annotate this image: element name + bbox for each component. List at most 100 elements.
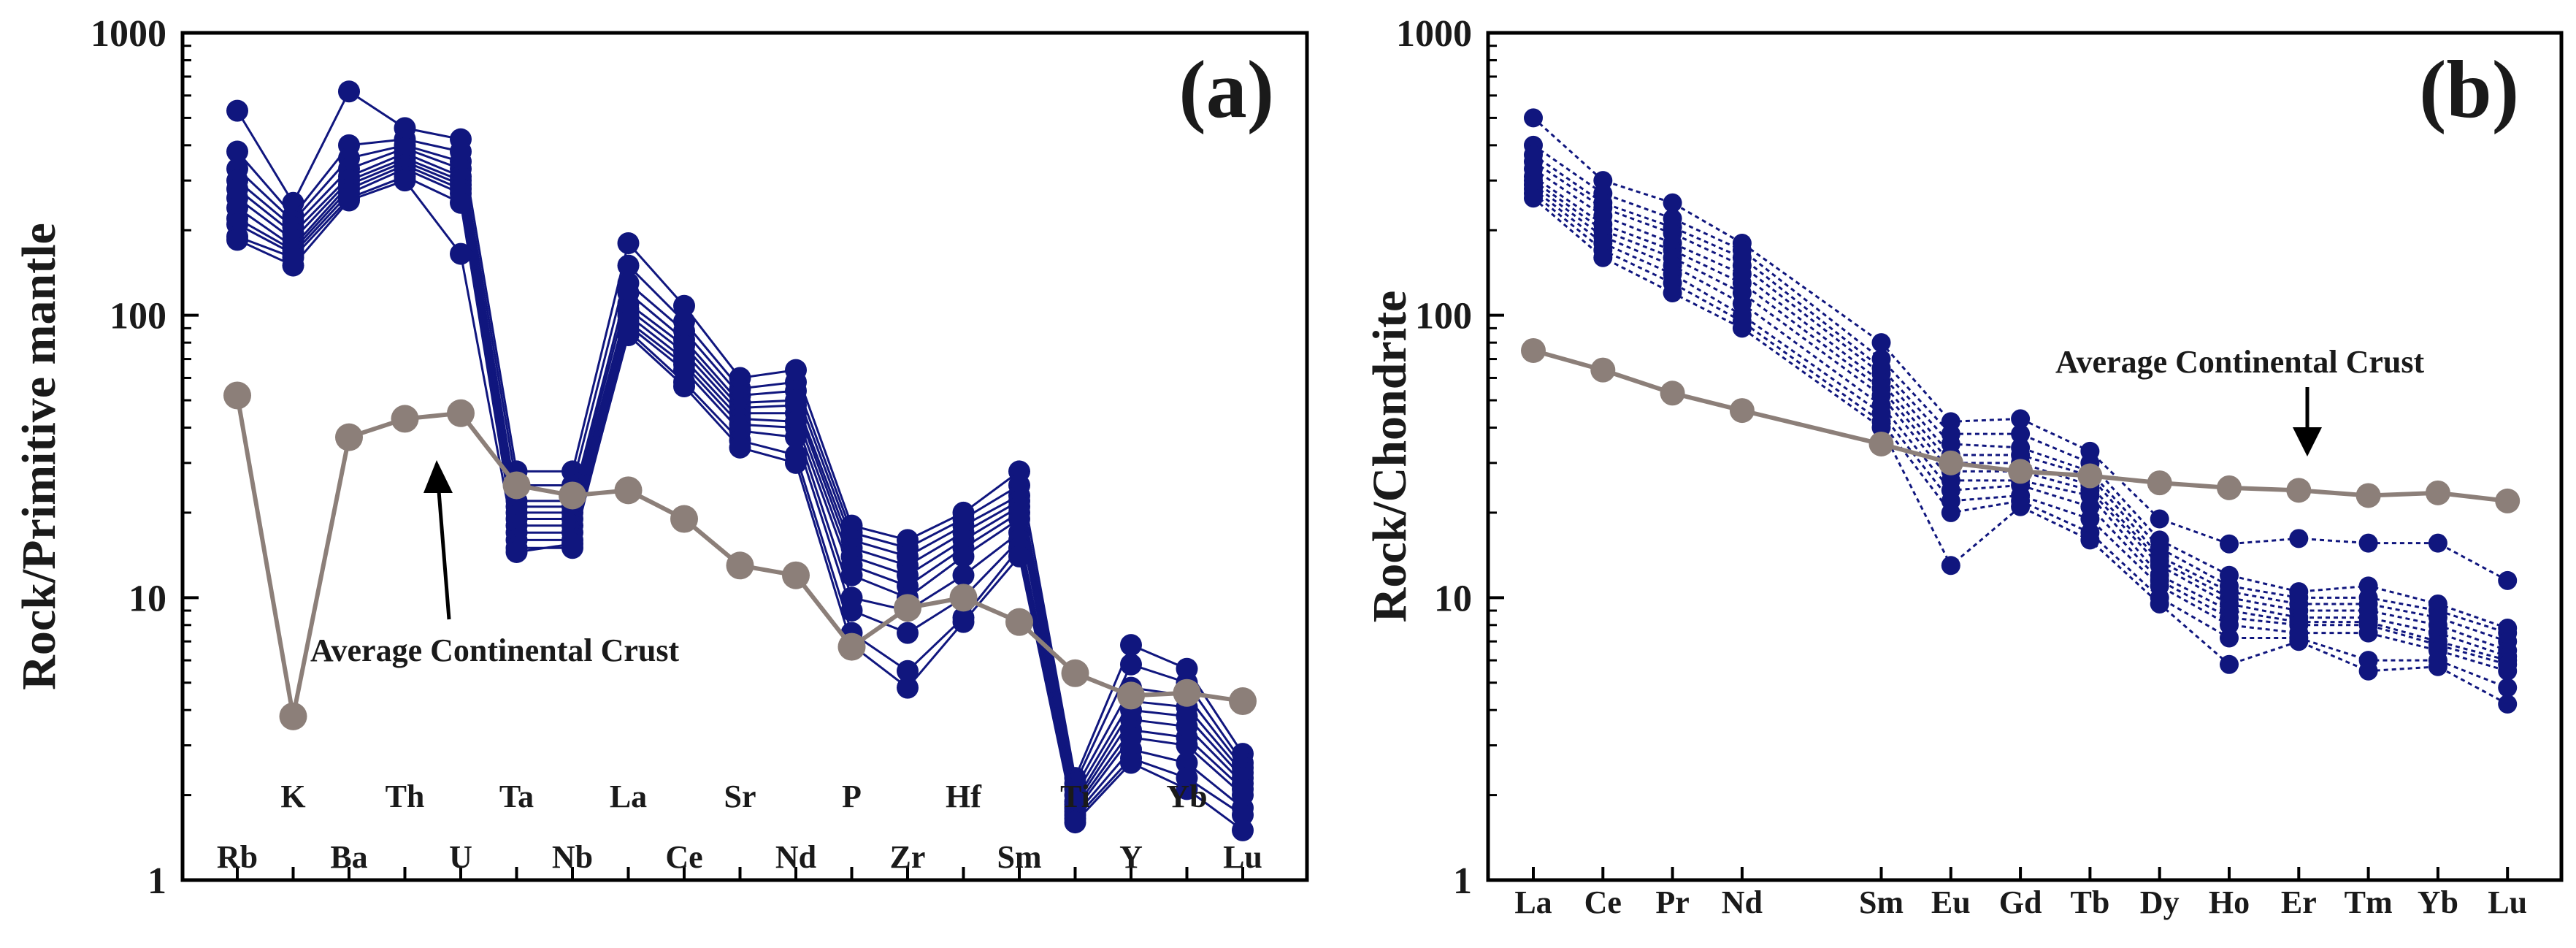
- series-group-b: [1524, 108, 2518, 714]
- crust-point: [2147, 470, 2172, 496]
- sample-point: [785, 426, 807, 448]
- sample-point: [282, 254, 304, 277]
- y-tick-label: 100: [1415, 296, 1472, 337]
- crust-point: [837, 632, 866, 661]
- sample-point: [561, 532, 583, 555]
- sample-series: [1524, 188, 2518, 714]
- y-tick-label: 1: [147, 860, 166, 902]
- sample-point: [897, 660, 919, 682]
- sample-point: [2289, 529, 2309, 548]
- x-tick-label: Nd: [775, 839, 816, 875]
- sample-point: [1663, 193, 1682, 213]
- crust-point: [1868, 431, 1894, 456]
- sample-point: [2080, 509, 2100, 529]
- x-tick-label: Lu: [2488, 884, 2527, 920]
- crust-point: [447, 399, 475, 427]
- crust-point: [2495, 488, 2521, 513]
- sample-point: [2498, 695, 2518, 714]
- x-tick-label: K: [280, 779, 305, 814]
- x-tick-label: Pr: [1655, 884, 1689, 920]
- crust-point: [2077, 463, 2103, 489]
- sample-point: [2289, 632, 2309, 651]
- x-tick-label: Ta: [499, 779, 534, 814]
- sample-line: [1533, 144, 2508, 630]
- x-tick-label: Tb: [2070, 884, 2109, 920]
- y-axis-title-b: Rock/Chondrite: [1363, 291, 1417, 623]
- sample-point: [673, 375, 695, 398]
- x-tick-label: Ho: [2209, 884, 2250, 920]
- sample-line: [237, 147, 1244, 798]
- series-group-a: [226, 80, 1254, 841]
- x-tick-label: Dy: [2140, 884, 2180, 920]
- sample-line: [1533, 167, 2508, 652]
- crust-series-a: [223, 381, 1257, 730]
- sample-point: [2150, 509, 2169, 529]
- sample-point: [2358, 661, 2378, 681]
- sample-line: [236, 144, 1244, 792]
- sample-point: [897, 676, 919, 699]
- sample-point: [338, 189, 360, 212]
- sample-series: [226, 158, 1254, 826]
- x-tick-label: Th: [386, 779, 425, 814]
- sample-point: [1232, 803, 1254, 826]
- crust-point: [1521, 337, 1546, 363]
- x-tick-label: Nb: [552, 839, 593, 875]
- sample-point: [1732, 318, 1752, 338]
- sample-point: [2011, 424, 2031, 444]
- sample-point: [1663, 283, 1682, 303]
- x-tick-label: Lu: [1223, 839, 1262, 875]
- y-tick-label: 1: [1453, 860, 1472, 902]
- crust-point: [559, 481, 586, 510]
- sample-point: [2498, 678, 2518, 697]
- annotation-label-b: Average Continental Crust: [2055, 344, 2424, 380]
- annotation-label-a: Average Continental Crust: [310, 632, 679, 668]
- category-labels-a: Rb K Ba Th U Ta Nb La Ce Sr Nd P Zr Hf Sm Ti Y Yb Lu: [217, 779, 1262, 880]
- sample-line: [1533, 183, 2508, 666]
- y-tick-label: 10: [129, 578, 166, 619]
- x-tick-label: Ce: [1584, 884, 1622, 920]
- crust-point: [614, 476, 643, 505]
- y-tick-label: 1000: [1396, 13, 1472, 55]
- x-tick-label: Nd: [1722, 884, 1763, 920]
- crust-point: [1590, 357, 1616, 383]
- y-axis-a: 1 10 100 1000: [91, 13, 199, 902]
- x-tick-label: Ce: [665, 839, 702, 875]
- sample-point: [1941, 502, 1960, 522]
- x-tick-label: Hf: [946, 779, 982, 814]
- crust-point: [670, 505, 698, 533]
- sample-line: [237, 156, 1244, 808]
- sample-point: [1176, 752, 1198, 774]
- sample-point: [617, 232, 640, 254]
- x-tick-label: Eu: [1931, 884, 1971, 920]
- crust-point: [726, 551, 754, 580]
- sample-point: [2428, 533, 2447, 553]
- sample-line: [1533, 153, 2508, 635]
- sample-line: [237, 152, 1244, 805]
- sample-line: [237, 160, 1244, 811]
- sample-point: [394, 169, 416, 192]
- sample-line: [1533, 197, 2508, 706]
- x-tick-label: P: [842, 779, 862, 814]
- y-tick-label: 1000: [91, 13, 166, 55]
- x-tick-label: Tm: [2345, 884, 2393, 920]
- sample-point: [952, 545, 975, 567]
- sample-point: [226, 140, 248, 163]
- x-tick-label: Sm: [1859, 884, 1904, 920]
- crust-point: [335, 423, 363, 451]
- crust-point: [1229, 687, 1257, 716]
- x-tick-label: Rb: [217, 839, 258, 875]
- crust-point: [223, 381, 251, 410]
- sample-point: [673, 294, 695, 317]
- sample-point: [785, 451, 807, 474]
- sample-series: [226, 142, 1254, 813]
- sample-point: [952, 611, 975, 633]
- sample-line: [237, 167, 1243, 818]
- sample-point: [729, 436, 751, 459]
- crust-point: [2355, 483, 2381, 508]
- sample-point: [1593, 248, 1613, 267]
- sample-point: [1871, 333, 1891, 353]
- sample-point: [952, 564, 975, 586]
- panel-label-a: (a): [1178, 45, 1274, 135]
